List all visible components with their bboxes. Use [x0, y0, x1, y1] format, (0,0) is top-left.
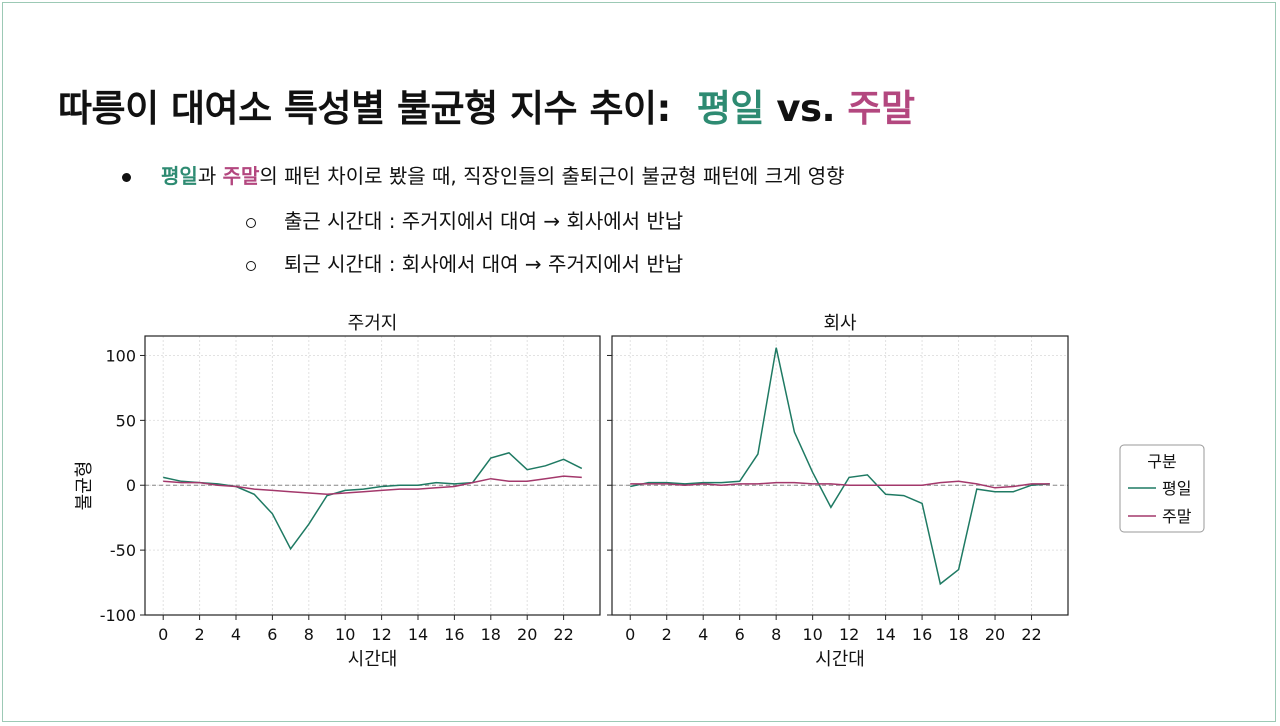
panel-2-x-tick-label: 22 [1021, 625, 1041, 644]
panel-2-x-tick-label: 4 [698, 625, 708, 644]
panel-2-x-label: 시간대 [815, 649, 865, 670]
panel-1-x-tick-label: 14 [408, 625, 428, 644]
title-weekend: 주말 [847, 87, 915, 130]
legend-box [1119, 444, 1205, 533]
sub-bullet-text: 퇴근 시간대 : 회사에서 대여 → 주거지에서 반납 [284, 252, 684, 276]
panel-2-x-tick-label: 10 [802, 625, 822, 644]
panel-2-x-tick-label: 14 [875, 625, 895, 644]
bullet-conj: 과 [197, 164, 223, 188]
title-weekday: 평일 [696, 87, 765, 130]
legend-label-주말: 주말 [1162, 507, 1192, 526]
panel-1-y-tick-label: 50 [116, 411, 136, 430]
panel-2-series-주말 [630, 480, 1050, 489]
panel-2-x-tick-label: 16 [912, 625, 932, 644]
panel-2-x-tick-label: 12 [839, 625, 859, 644]
panel-1-series-주말 [163, 475, 582, 496]
panel-1-x-tick-label: 18 [481, 625, 501, 644]
title-vs: vs. [763, 87, 848, 130]
panel-1-title: 주거지 [348, 313, 398, 334]
panel-2-x-tick-label: 0 [625, 625, 635, 644]
panel-1-x-tick-label: 4 [231, 625, 241, 644]
circle-bullet-icon [246, 217, 256, 228]
panel-2-series-평일 [630, 347, 1050, 586]
panel-2-x-tick-label: 18 [948, 625, 968, 644]
sub-bullet-commute-out: 퇴근 시간대 : 회사에서 대여 → 주거지에서 반납 [246, 248, 683, 277]
panel-1-x-label: 시간대 [348, 649, 398, 670]
panel-1-x-tick-label: 16 [444, 625, 464, 644]
panel-1-x-tick-label: 22 [553, 625, 573, 644]
panel-1-x-tick-label: 6 [267, 625, 277, 644]
panel-2-x-tick-label: 6 [735, 625, 745, 644]
bullet-main: 평일과 주말의 패턴 차이로 봤을 때, 직장인들의 출퇴근이 불균형 패턴에 … [122, 160, 845, 189]
panel-1-x-tick-label: 2 [195, 625, 205, 644]
panel-2-axes-frame [611, 335, 1069, 616]
panel-1-series-평일 [163, 451, 583, 551]
circle-bullet-icon [246, 260, 256, 271]
panel-1-y-tick-label: 0 [126, 476, 136, 495]
panel-1-y-tick-label: -50 [110, 541, 136, 560]
panel-1-y-label: 불균형 [74, 461, 95, 511]
panel-1-axes-frame [144, 335, 601, 616]
panel-1-x-tick-label: 8 [304, 625, 314, 644]
bullet-weekday: 평일 [161, 164, 198, 188]
bullet-rest: 의 패턴 차이로 봤을 때, 직장인들의 출퇴근이 불균형 패턴에 크게 영향 [259, 164, 845, 188]
panel-1-x-tick-label: 10 [335, 625, 355, 644]
panel-1-x-tick-label: 20 [517, 625, 537, 644]
panel-1-y-tick-label: 100 [105, 346, 136, 365]
legend-label-평일: 평일 [1162, 479, 1191, 498]
sub-bullet-text: 출근 시간대 : 주거지에서 대여 → 회사에서 반납 [284, 209, 684, 233]
bullet-weekend: 주말 [222, 164, 260, 188]
title-main: 따릉이 대여소 특성별 불균형 지수 추이: [58, 87, 671, 130]
panel-2-x-tick-label: 8 [771, 625, 781, 644]
panel-2-title: 회사 [823, 313, 857, 334]
panel-2-x-tick-label: 2 [662, 625, 672, 644]
panel-1-y-tick-label: -100 [100, 606, 136, 625]
bullet-dot-icon [122, 173, 131, 182]
panel-2-x-tick-label: 20 [985, 625, 1005, 644]
panel-1-x-tick-label: 12 [371, 625, 391, 644]
sub-bullet-commute-in: 출근 시간대 : 주거지에서 대여 → 회사에서 반납 [246, 205, 683, 234]
slide-title: 따릉이 대여소 특성별 불균형 지수 추이: 평일 vs. 주말 [58, 78, 915, 132]
panel-1-x-tick-label: 0 [158, 625, 168, 644]
legend-title: 구분 [1147, 452, 1176, 471]
